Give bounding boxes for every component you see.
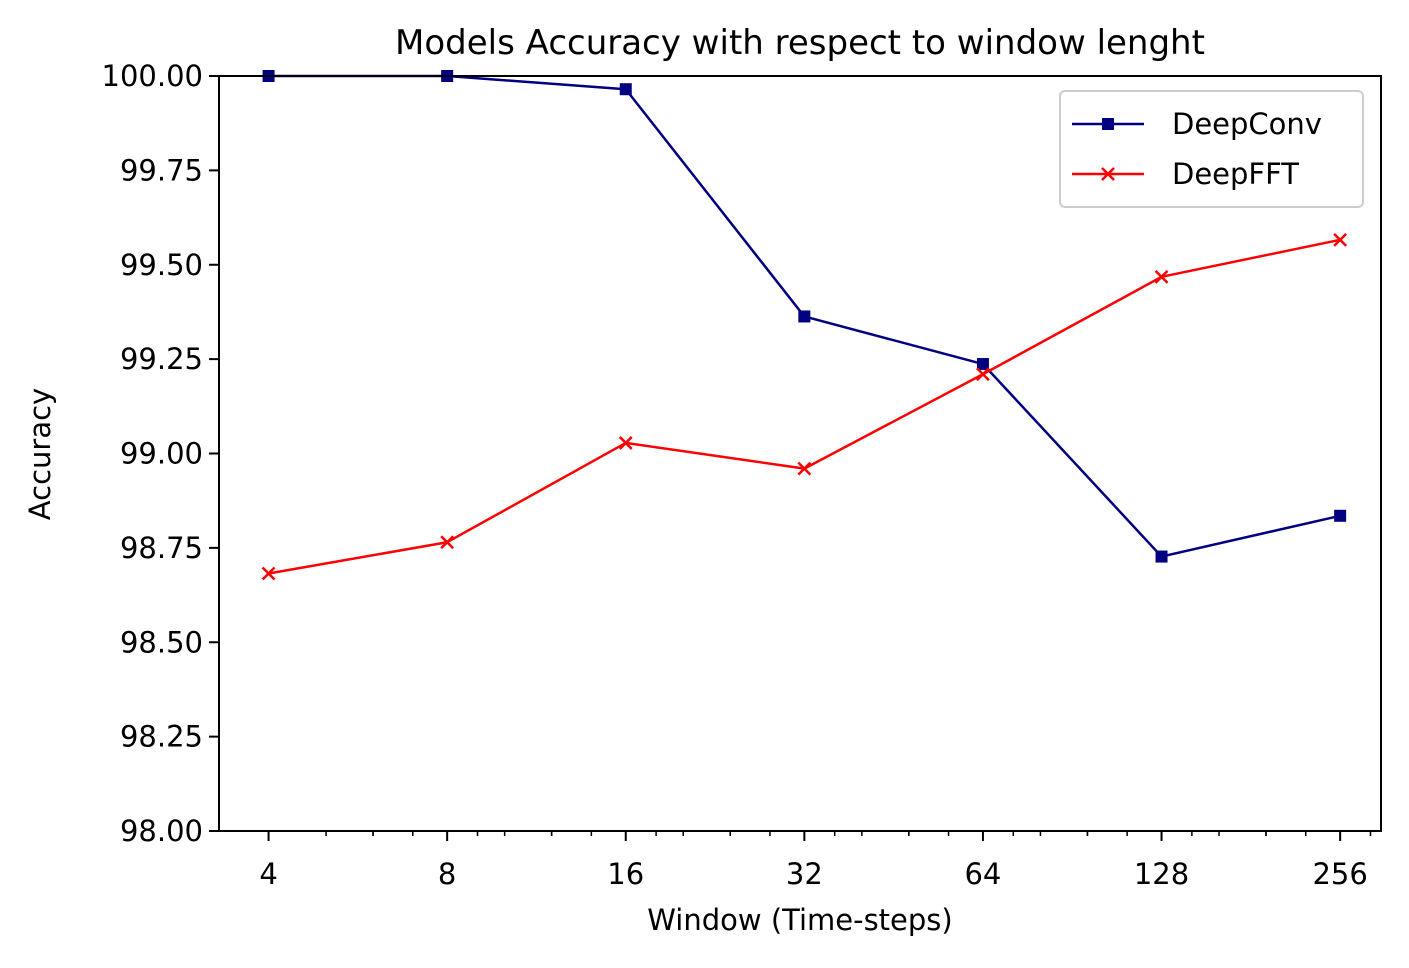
legend-label-deepfft: DeepFFT bbox=[1172, 157, 1299, 191]
legend-label-deepconv: DeepConv bbox=[1172, 107, 1322, 141]
y-axis-title: Accuracy bbox=[23, 388, 57, 520]
chart-title: Models Accuracy with respect to window l… bbox=[395, 23, 1205, 63]
data-point-deepfft bbox=[440, 535, 455, 550]
legend: DeepConv DeepFFT bbox=[1059, 90, 1364, 208]
y-tick-label: 98.50 bbox=[120, 625, 203, 659]
data-point-deepconv bbox=[1155, 550, 1168, 563]
x-axis-title: Window (Time-steps) bbox=[647, 903, 952, 937]
data-point-deepfft bbox=[976, 367, 990, 382]
x-tick-label: 128 bbox=[1134, 857, 1189, 891]
x-tick-label: 32 bbox=[786, 857, 823, 891]
y-tick-label: 98.25 bbox=[120, 720, 203, 754]
x-tick-label: 8 bbox=[438, 857, 456, 891]
plot-frame bbox=[218, 75, 1382, 832]
data-point-deepfft bbox=[797, 461, 812, 476]
legend-box bbox=[1059, 90, 1364, 208]
plot-area: 98.00 98.25 98.50 98.75 99.00 99.25 99.50 99.75… bbox=[102, 59, 1372, 891]
legend-marker-deepfft bbox=[1101, 167, 1115, 181]
legend-entry-deepconv: DeepConv bbox=[1072, 107, 1322, 141]
x-tick-label: 64 bbox=[964, 857, 1001, 891]
y-tick-label: 98.75 bbox=[120, 531, 203, 565]
data-point-deepconv bbox=[976, 358, 989, 371]
y-tick-label: 99.25 bbox=[120, 342, 203, 376]
x-tick-label: 256 bbox=[1312, 857, 1367, 891]
y-tick-label: 99.50 bbox=[120, 248, 203, 282]
legend-entry-deepfft: DeepFFT bbox=[1072, 157, 1299, 191]
data-point-deepconv bbox=[1334, 509, 1347, 522]
y-tick-label: 99.00 bbox=[120, 437, 203, 471]
data-point-deepfft bbox=[1333, 232, 1348, 247]
data-point-deepfft bbox=[261, 566, 276, 581]
data-point-deepfft bbox=[1154, 269, 1169, 284]
y-tick-label: 99.75 bbox=[120, 153, 203, 187]
legend-marker-deepconv bbox=[1102, 118, 1114, 130]
data-point-deepconv bbox=[619, 83, 632, 96]
x-tick-label: 16 bbox=[607, 857, 644, 891]
y-tick-label: 100.00 bbox=[102, 59, 203, 93]
data-point-deepfft bbox=[618, 436, 633, 450]
y-tick-label: 98.00 bbox=[120, 814, 203, 848]
data-point-deepconv bbox=[798, 310, 811, 323]
x-tick-label: 4 bbox=[259, 857, 277, 891]
